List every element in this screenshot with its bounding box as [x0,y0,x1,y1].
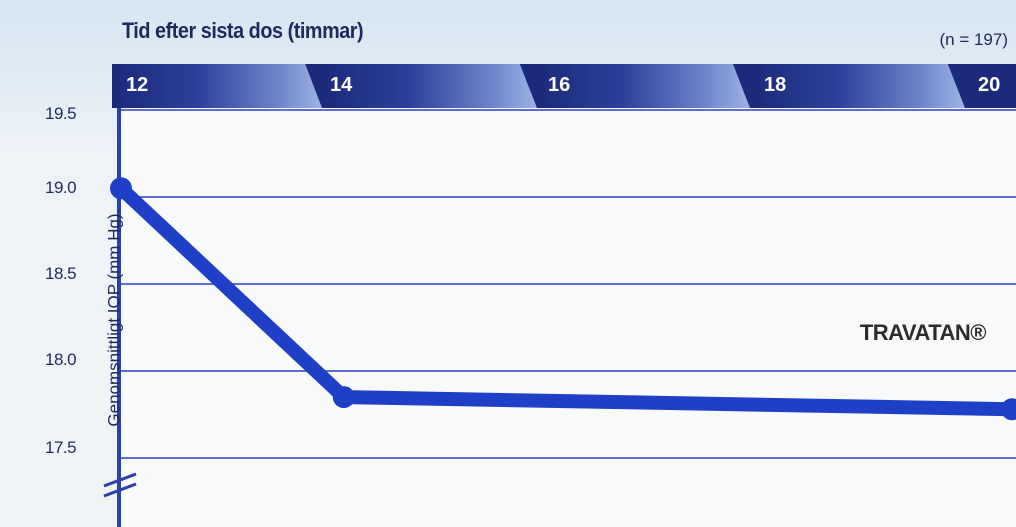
y-tick-label: 19.5 [45,104,77,123]
x-tick-label: 14 [330,74,353,96]
data-point [332,386,355,409]
y-tick-label: 19.0 [45,178,77,197]
x-tick-cell-18 [750,64,965,108]
series-line [114,181,1016,417]
x-tick-label: 12 [126,74,149,96]
x-tick-cell-12 [112,64,322,108]
y-tick-label: 18.5 [45,264,77,283]
x-tick-label: 16 [548,74,571,96]
x-tick-label: 18 [764,74,787,96]
sample-size-label: (n = 197) [939,30,1008,49]
chart-title: Tid efter sista dos (timmar) [122,18,364,43]
y-tick-label: 17.5 [45,438,77,457]
data-point [1001,398,1016,421]
x-tick-cell-14 [322,64,537,108]
axis-break-mark [103,472,137,488]
x-tick-label: 20 [978,74,1001,96]
series-label-travatan: TRAVATAN® [859,320,987,345]
x-tick-cell-16 [537,64,750,108]
data-point [110,177,132,200]
y-tick-label: 18.0 [45,350,77,369]
x-axis-header-band: 12 14 16 18 20 [112,64,1016,108]
axis-break-mark [103,482,137,498]
